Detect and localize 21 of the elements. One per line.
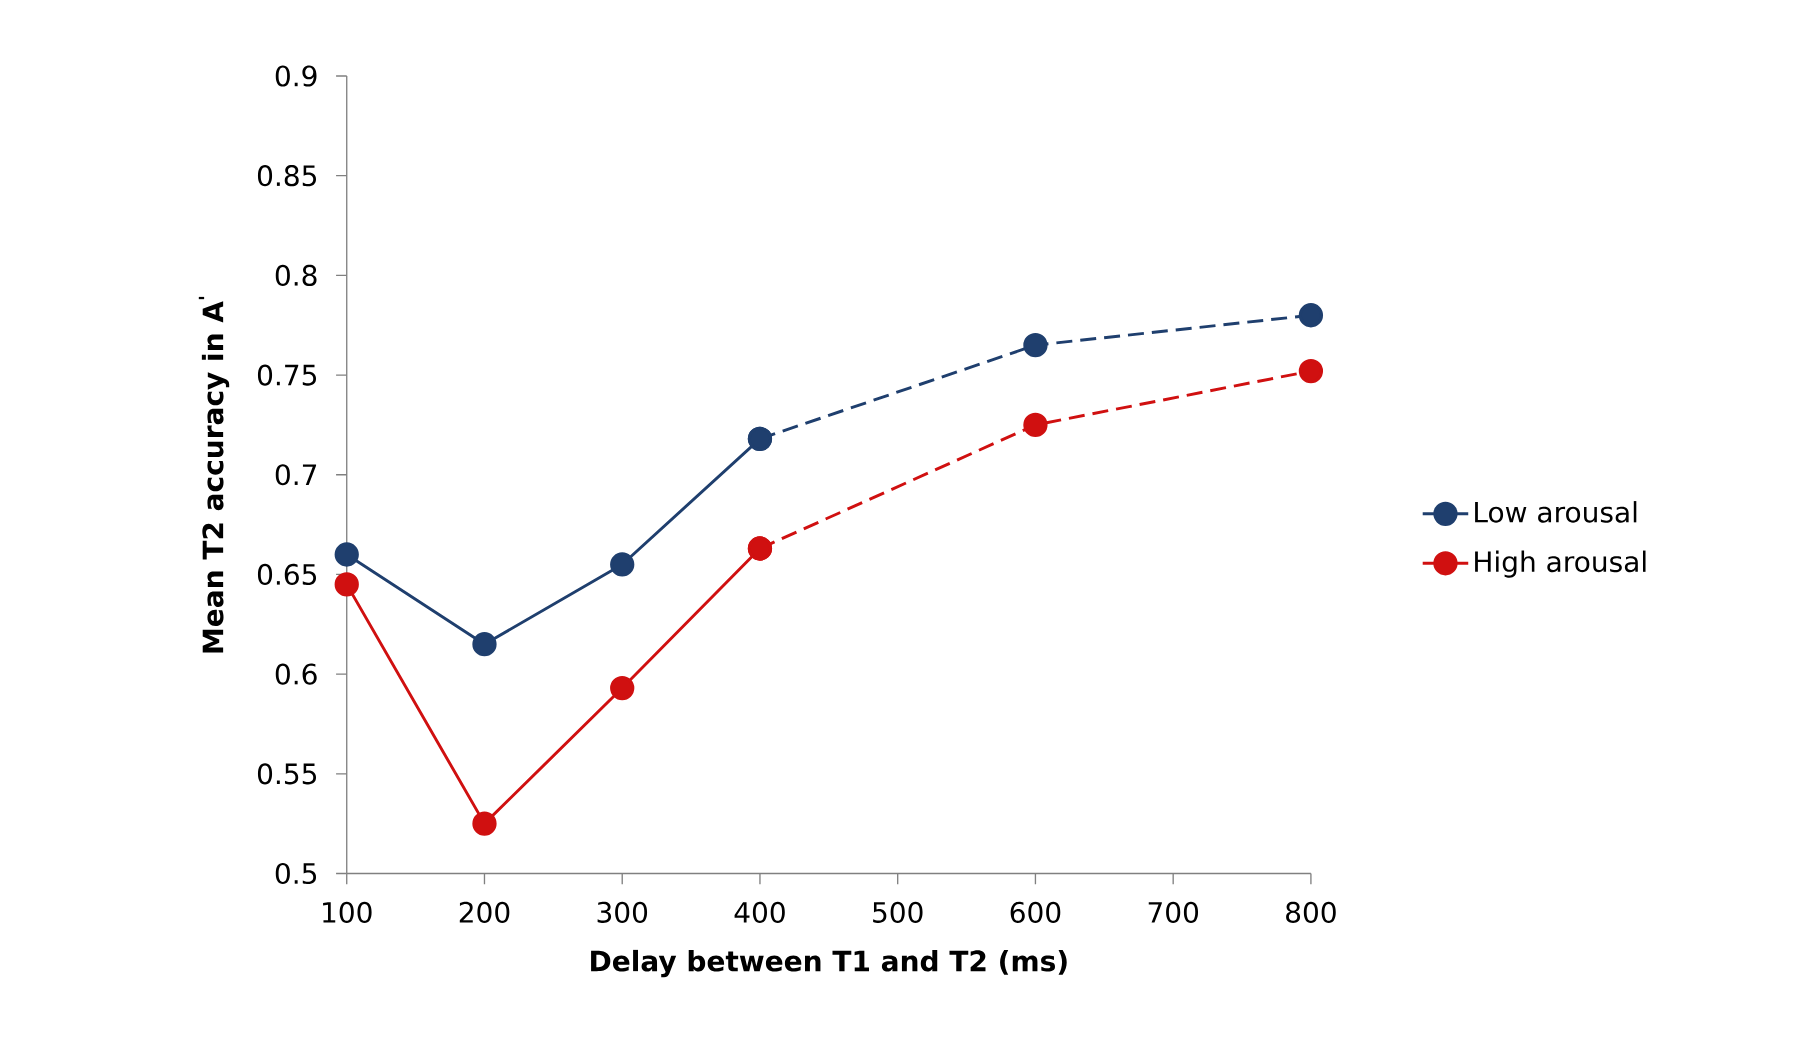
y-tick-label: 0.8 [275, 265, 317, 287]
x-tick-label: 700 [1148, 901, 1199, 924]
x-tick-label: 100 [323, 901, 372, 924]
legend-label: Low arousal [1475, 501, 1637, 523]
y-tick-label: 0.5 [275, 863, 317, 885]
y-tick-label: 0.75 [257, 364, 317, 386]
y-axis-title: Mean T2 accuracy in A$^{'}$ [198, 297, 230, 653]
x-tick-label: 200 [459, 901, 510, 924]
x-tick-label: 500 [873, 901, 923, 924]
y-tick-label: 0.85 [257, 165, 317, 187]
y-tick-label: 0.55 [257, 763, 317, 785]
legend-label: High arousal [1475, 550, 1646, 578]
y-tick-label: 0.65 [257, 564, 317, 586]
x-tick-label: 800 [1286, 901, 1336, 924]
x-axis-title: Delay between T1 and T2 (ms) [591, 950, 1067, 978]
y-tick-label: 0.6 [275, 663, 317, 685]
x-tick-label: 300 [597, 901, 648, 924]
y-tick-label: 0.9 [275, 65, 317, 87]
x-tick-label: 600 [1010, 901, 1061, 924]
y-tick-label: 0.7 [275, 464, 317, 486]
x-tick-label: 400 [734, 901, 785, 924]
